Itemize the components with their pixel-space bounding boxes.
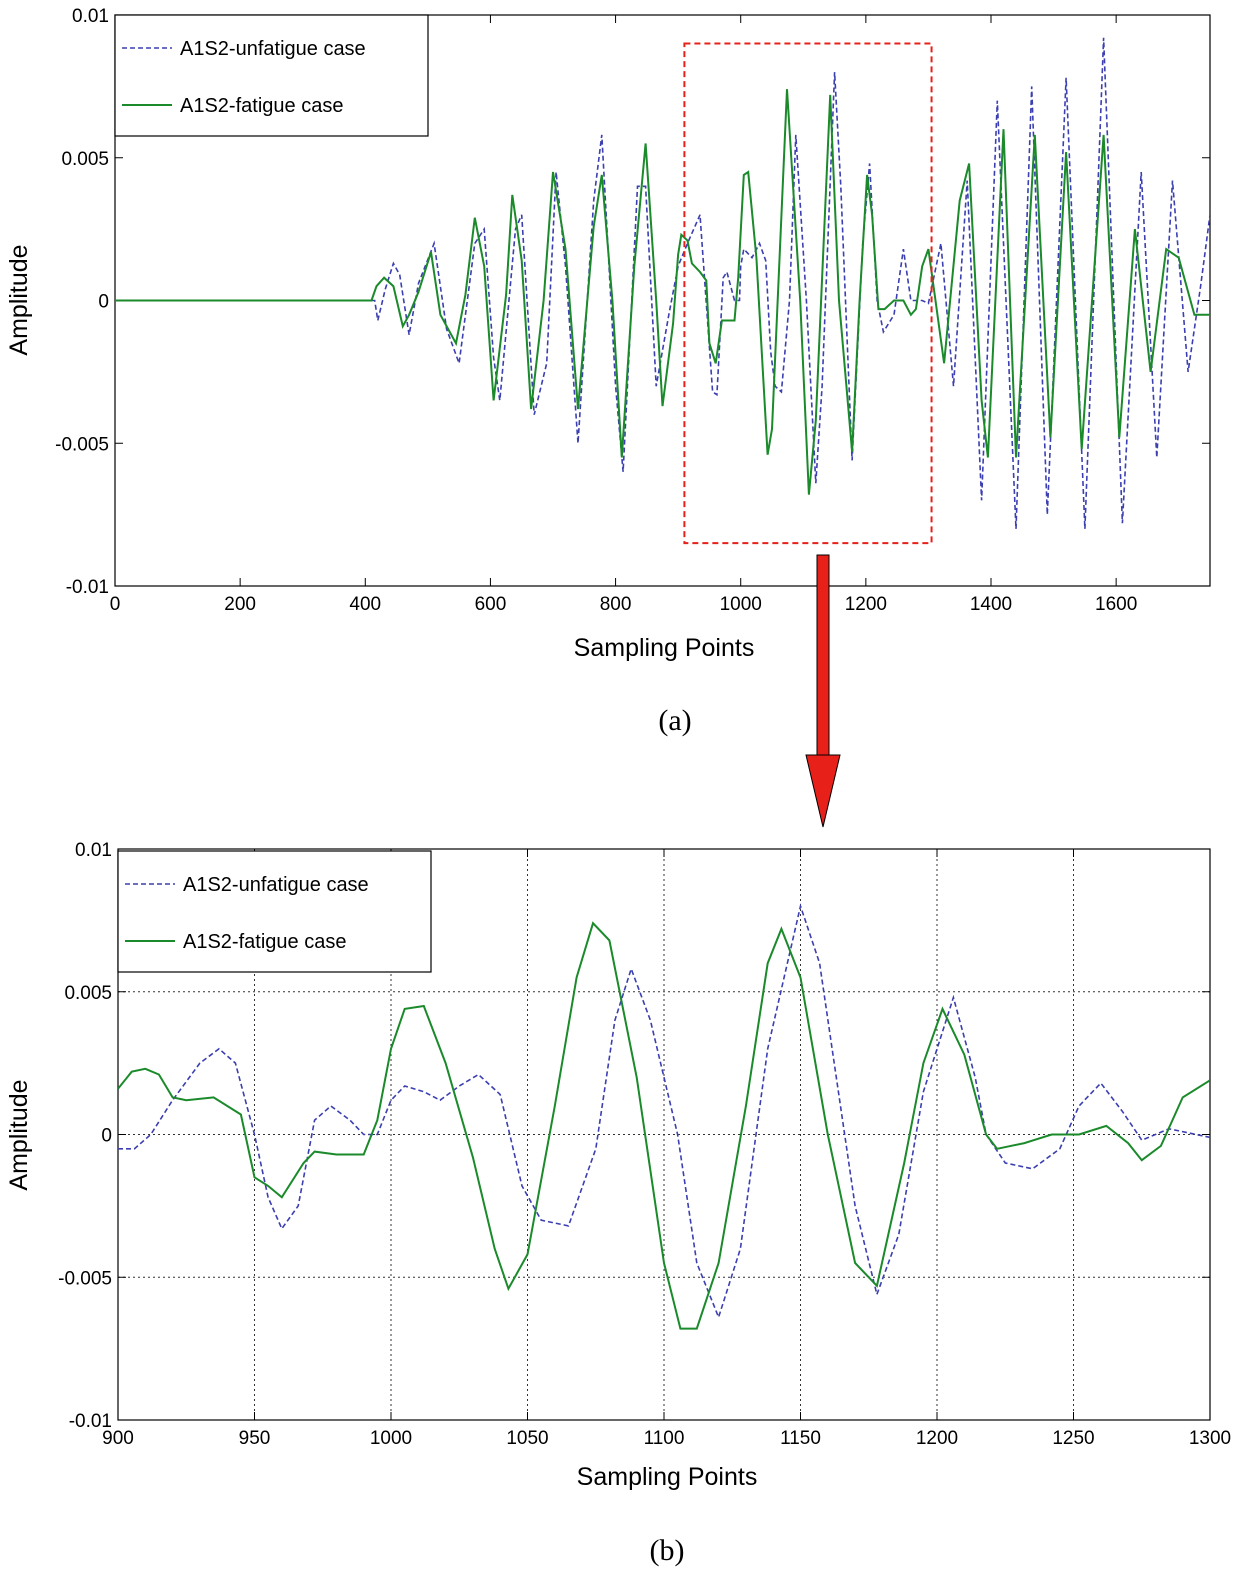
- x-tick-label: 1400: [970, 594, 1012, 615]
- y-axis-label-b: Amplitude: [5, 1079, 33, 1190]
- x-tick-label: 950: [239, 1428, 271, 1449]
- legend-label-fatigue-b: A1S2-fatigue case: [183, 931, 346, 953]
- x-tick-label: 1600: [1095, 594, 1137, 615]
- y-tick-label: -0.01: [69, 1411, 112, 1432]
- y-axis-label-a: Amplitude: [5, 244, 33, 355]
- zoom-arrow-head: [805, 754, 841, 828]
- y-tick-label: -0.01: [66, 577, 109, 598]
- legend-label-unfatigue-b: A1S2-unfatigue case: [183, 874, 369, 896]
- series-line-unfatigue-a: [115, 37, 1210, 529]
- axis-ticks-a: 0 200 400 600 800 1000 1200 1400 1600 -0.01 -0.005…: [55, 6, 1210, 615]
- x-tick-label: 600: [475, 594, 507, 615]
- x-tick-label: 1200: [916, 1428, 958, 1449]
- zoom-arrow: [805, 554, 841, 828]
- x-tick-label: 1250: [1052, 1428, 1094, 1449]
- legend-box-a: [114, 14, 429, 137]
- zoom-arrow-shaft: [816, 554, 830, 756]
- x-tick-label: 200: [224, 594, 256, 615]
- x-tick-label: 400: [349, 594, 381, 615]
- x-tick-label: 800: [600, 594, 632, 615]
- x-tick-label: 1000: [720, 594, 762, 615]
- x-tick-label: 1100: [644, 1428, 685, 1449]
- x-tick-label: 0: [110, 594, 121, 615]
- y-tick-label: -0.005: [55, 434, 109, 455]
- y-tick-label: 0: [101, 1126, 112, 1147]
- x-tick-label: 1300: [1189, 1428, 1231, 1449]
- y-tick-label: 0.01: [75, 840, 112, 861]
- panel-b: 900 950 1000 1050 1100 1150 1200 1250 1300 -0.01 -…: [5, 840, 1231, 1567]
- legend-b: A1S2-unfatigue case A1S2-fatigue case: [117, 850, 432, 973]
- y-tick-label: 0.005: [64, 983, 112, 1004]
- legend-label-fatigue-a: A1S2-fatigue case: [180, 95, 343, 117]
- legend-label-unfatigue-a: A1S2-unfatigue case: [180, 38, 366, 60]
- legend-box-b: [117, 850, 432, 973]
- x-axis-label-a: Sampling Points: [574, 634, 755, 662]
- legend-a: A1S2-unfatigue case A1S2-fatigue case: [114, 14, 429, 137]
- x-tick-label: 1200: [845, 594, 887, 615]
- panel-a: 0 200 400 600 800 1000 1200 1400 1600 -0.01 -0.005…: [5, 6, 1211, 737]
- x-tick-label: 1150: [780, 1428, 821, 1449]
- y-tick-label: 0.01: [72, 6, 109, 27]
- caption-a: (a): [658, 704, 691, 737]
- series-line-fatigue-a: [115, 89, 1210, 495]
- x-axis-label-b: Sampling Points: [577, 1463, 758, 1491]
- x-tick-label: 900: [102, 1428, 134, 1449]
- highlight-region-box: [683, 42, 933, 545]
- caption-b: (b): [650, 1534, 685, 1567]
- x-tick-label: 1050: [506, 1428, 548, 1449]
- y-tick-label: -0.005: [58, 1268, 112, 1289]
- series-line-fatigue-b: [118, 921, 1210, 1330]
- y-tick-label: 0: [98, 292, 109, 313]
- x-tick-label: 1000: [370, 1428, 412, 1449]
- y-tick-label: 0.005: [61, 149, 109, 170]
- axis-ticks-b: 900 950 1000 1050 1100 1150 1200 1250 1300 -0.01 -…: [58, 840, 1231, 1449]
